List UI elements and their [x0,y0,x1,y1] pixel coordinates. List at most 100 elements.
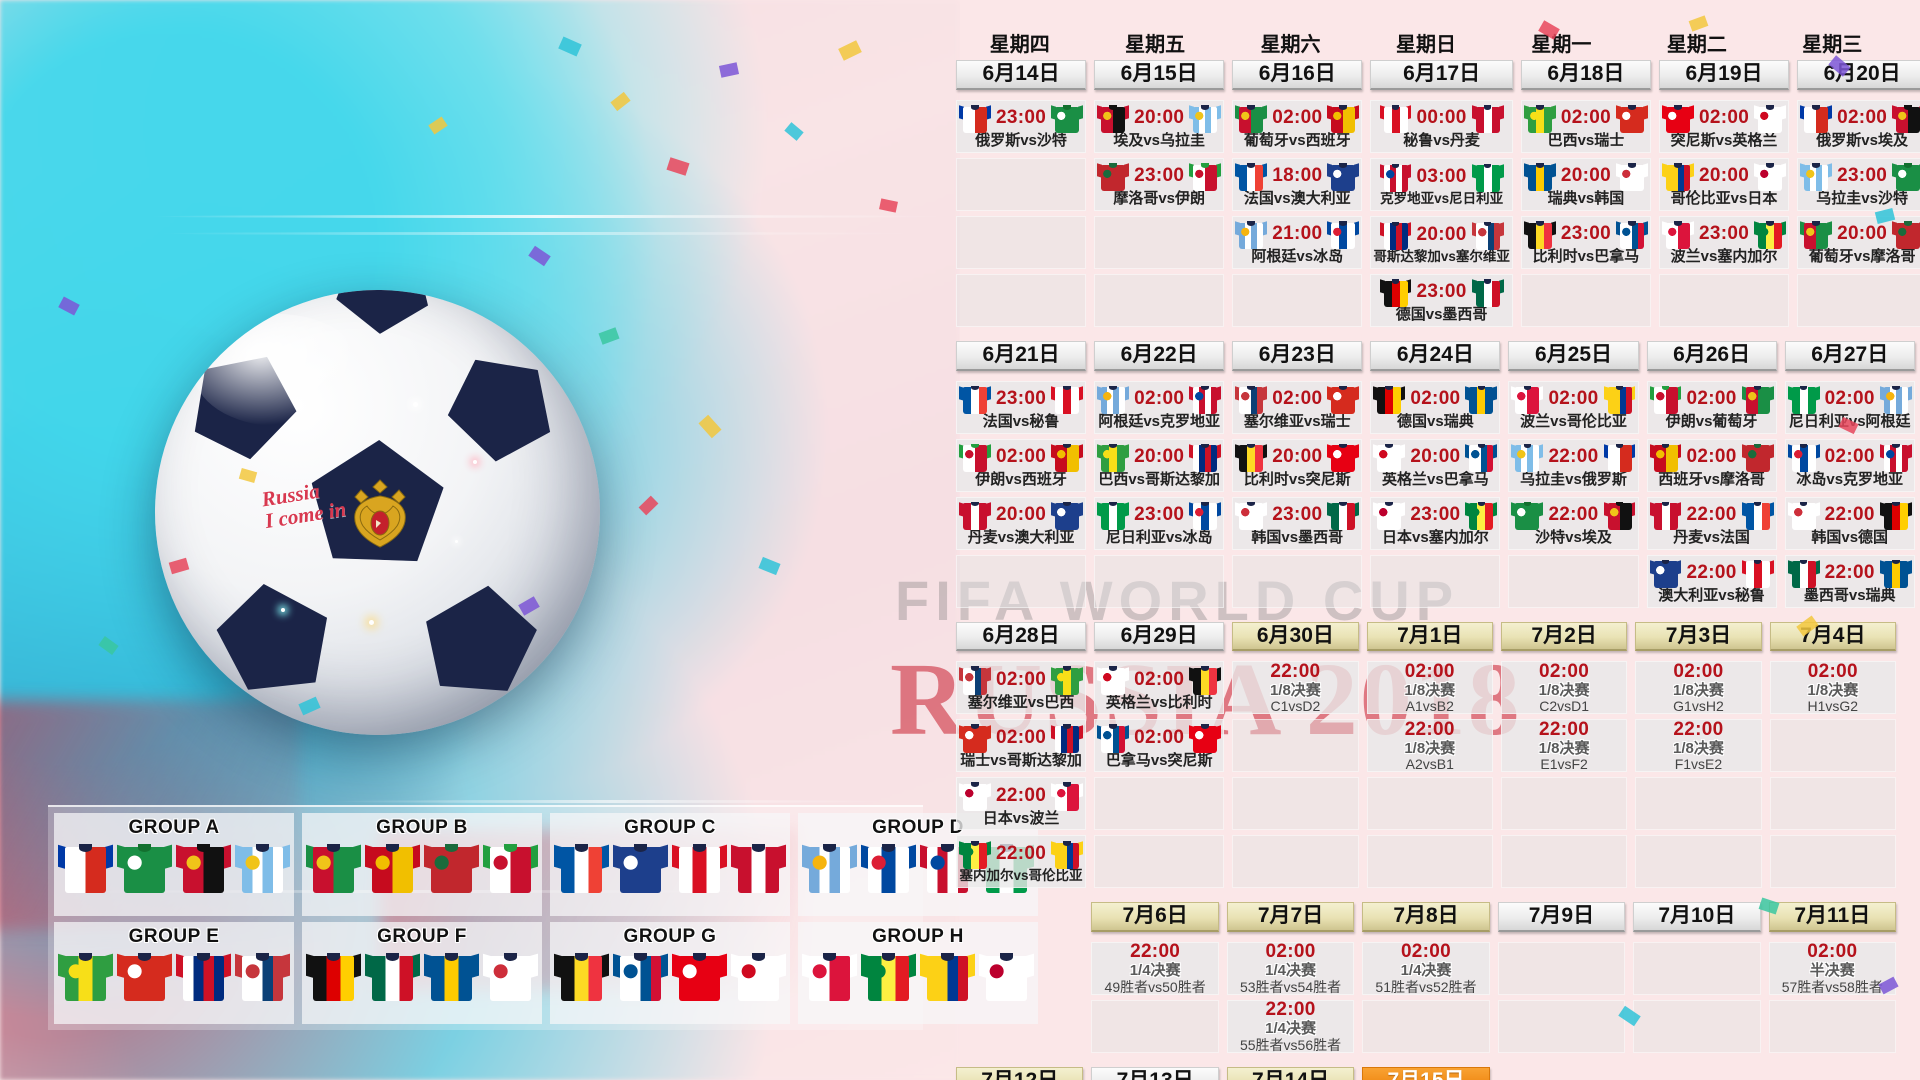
group-match-cell[interactable]: 23:00 法国vs秘鲁 [956,380,1087,434]
knockout-match-cell[interactable]: 22:00 1/8决赛 A2vsB1 [1366,719,1493,773]
group-match-cell[interactable]: 20:00 哥伦比亚vs日本 [1658,157,1790,211]
group-match-cell[interactable]: 23:00 德国vs墨西哥 [1370,273,1513,327]
group-box-group-f[interactable]: GROUP F [302,921,542,1024]
group-match-cell[interactable]: 20:00 瑞典vs韩国 [1520,157,1651,211]
date-header[interactable]: 6月16日 [1232,60,1363,90]
group-match-cell[interactable]: 23:00 尼日利亚vs冰岛 [1094,496,1225,550]
group-match-cell[interactable]: 23:00 比利时vs巴拿马 [1520,215,1651,269]
group-match-cell[interactable]: 23:00 俄罗斯vs沙特 [956,99,1087,153]
group-match-cell[interactable]: 22:00 日本vs波兰 [956,777,1087,831]
date-header[interactable]: 6月21日 [956,340,1087,371]
date-header[interactable]: 7月10日 [1633,902,1761,933]
date-header[interactable]: 6月29日 [1094,621,1225,652]
knockout-match-cell[interactable]: 22:00 1/8决赛 E1vsF2 [1500,719,1628,773]
group-match-cell[interactable]: 22:00 沙特vs埃及 [1508,496,1639,550]
group-match-cell[interactable]: 20:00 巴西vs哥斯达黎加 [1094,438,1225,492]
date-header[interactable]: 6月30日 [1232,621,1359,652]
group-match-cell[interactable]: 20:00 英格兰vs巴拿马 [1370,438,1501,492]
group-box-group-e[interactable]: GROUP E [54,921,294,1024]
group-match-cell[interactable]: 22:00 乌拉圭vs俄罗斯 [1508,438,1639,492]
date-header[interactable]: 7月8日 [1362,902,1490,933]
group-match-cell[interactable]: 02:00 英格兰vs比利时 [1094,661,1225,715]
group-match-cell[interactable]: 02:00 塞尔维亚vs瑞士 [1232,380,1363,434]
knockout-match-cell[interactable]: 02:00 1/4决赛 51胜者vs52胜者 [1362,941,1490,996]
group-match-cell[interactable]: 02:00 伊朗vs葡萄牙 [1646,380,1777,434]
date-header[interactable]: 6月17日 [1370,60,1513,90]
group-match-cell[interactable]: 18:00 法国vs澳大利亚 [1232,157,1363,211]
group-match-cell[interactable]: 20:00 哥斯达黎加vs塞尔维亚 [1370,215,1513,269]
date-header[interactable]: 6月20日 [1797,60,1920,90]
date-header[interactable]: 7月9日 [1497,902,1626,933]
group-match-cell[interactable]: 02:00 德国vs瑞典 [1370,380,1501,434]
group-match-cell[interactable]: 20:00 葡萄牙vs摩洛哥 [1797,215,1920,269]
date-header[interactable]: 6月28日 [956,621,1087,652]
group-match-cell[interactable]: 22:00 澳大利亚vs秘鲁 [1646,554,1777,608]
group-match-cell[interactable]: 23:00 波兰vs塞内加尔 [1658,215,1790,269]
date-header[interactable]: 7月7日 [1226,902,1355,933]
group-match-cell[interactable]: 22:00 韩国vs德国 [1784,496,1915,550]
group-box-group-h[interactable]: GROUP H [798,921,1038,1024]
date-header[interactable]: 6月14日 [956,60,1087,90]
group-match-cell[interactable]: 02:00 伊朗vs西班牙 [956,438,1087,492]
group-match-cell[interactable]: 02:00 波兰vs哥伦比亚 [1508,380,1639,434]
date-header[interactable]: 7月4日 [1769,621,1896,652]
date-header[interactable]: 7月6日 [1091,902,1219,933]
group-match-cell[interactable]: 23:00 乌拉圭vs沙特 [1797,157,1920,211]
knockout-match-cell[interactable]: 02:00 1/8决赛 C2vsD1 [1500,661,1628,715]
group-match-cell[interactable]: 02:00 葡萄牙vs西班牙 [1232,99,1363,153]
group-match-cell[interactable]: 22:00 塞内加尔vs哥伦比亚 [956,835,1087,889]
date-header[interactable]: 7月11日 [1768,902,1896,933]
group-match-cell[interactable]: 02:00 阿根廷vs克罗地亚 [1094,380,1225,434]
knockout-match-cell[interactable]: 02:00 1/8决赛 H1vsG2 [1769,661,1896,715]
group-match-cell[interactable]: 21:00 阿根廷vs冰岛 [1232,215,1363,269]
date-header[interactable]: 6月24日 [1370,340,1501,371]
group-match-cell[interactable]: 02:00 尼日利亚vs阿根廷 [1784,380,1915,434]
group-match-cell[interactable]: 02:00 冰岛vs克罗地亚 [1784,438,1915,492]
group-match-cell[interactable]: 22:00 墨西哥vs瑞典 [1784,554,1915,608]
group-match-cell[interactable]: 20:00 埃及vs乌拉圭 [1094,99,1225,153]
knockout-match-cell[interactable]: 02:00 半决赛 57胜者vs58胜者 [1768,941,1896,996]
date-header[interactable]: 7月1日 [1366,621,1493,652]
knockout-match-cell[interactable]: 22:00 1/8决赛 C1vsD2 [1232,661,1359,715]
group-match-cell[interactable]: 02:00 西班牙vs摩洛哥 [1646,438,1777,492]
group-match-cell[interactable]: 23:00 摩洛哥vs伊朗 [1094,157,1225,211]
knockout-match-cell[interactable]: 02:00 1/4决赛 53胜者vs54胜者 [1226,941,1355,996]
group-match-cell[interactable]: 03:00 克罗地亚vs尼日利亚 [1370,157,1513,211]
date-header[interactable]: 7月14日 [1226,1067,1355,1080]
group-match-cell[interactable]: 02:00 巴西vs瑞士 [1520,99,1651,153]
group-match-cell[interactable]: 02:00 突尼斯vs英格兰 [1658,99,1790,153]
group-match-cell[interactable]: 23:00 日本vs塞内加尔 [1370,496,1501,550]
group-box-group-a[interactable]: GROUP A [54,813,294,916]
knockout-match-cell[interactable]: 02:00 1/8决赛 G1vsH2 [1635,661,1762,715]
group-match-cell[interactable]: 02:00 塞尔维亚vs巴西 [956,661,1087,715]
date-header[interactable]: 7月12日 [956,1067,1084,1080]
group-box-group-g[interactable]: GROUP G [550,921,790,1024]
group-match-cell[interactable]: 02:00 俄罗斯vs埃及 [1797,99,1920,153]
date-header[interactable]: 7月15日 [1362,1067,1490,1080]
knockout-match-cell[interactable]: 22:00 1/4决赛 55胜者vs56胜者 [1226,999,1355,1054]
date-header[interactable]: 6月26日 [1646,340,1777,371]
group-box-group-b[interactable]: GROUP B [302,813,542,916]
group-match-cell[interactable]: 22:00 丹麦vs法国 [1646,496,1777,550]
group-match-cell[interactable]: 23:00 韩国vs墨西哥 [1232,496,1363,550]
jersey-collar [503,952,518,961]
date-header[interactable]: 6月18日 [1520,60,1651,90]
group-box-group-c[interactable]: GROUP C [550,813,790,916]
date-header[interactable]: 7月13日 [1091,1067,1219,1080]
group-match-cell[interactable]: 20:00 比利时vs突尼斯 [1232,438,1363,492]
date-header[interactable]: 6月15日 [1094,60,1225,90]
date-header[interactable]: 6月23日 [1232,340,1363,371]
knockout-match-cell[interactable]: 02:00 1/8决赛 A1vsB2 [1366,661,1493,715]
date-header[interactable]: 6月22日 [1094,340,1225,371]
date-header[interactable]: 7月2日 [1500,621,1628,652]
group-match-cell[interactable]: 00:00 秘鲁vs丹麦 [1370,99,1513,153]
date-header[interactable]: 7月3日 [1635,621,1762,652]
knockout-match-cell[interactable]: 22:00 1/8决赛 F1vsE2 [1635,719,1762,773]
group-match-cell[interactable]: 20:00 丹麦vs澳大利亚 [956,496,1087,550]
date-header[interactable]: 6月27日 [1784,340,1915,371]
date-header[interactable]: 6月25日 [1508,340,1639,371]
group-match-cell[interactable]: 02:00 巴拿马vs突尼斯 [1094,719,1225,773]
group-match-cell[interactable]: 02:00 瑞士vs哥斯达黎加 [956,719,1087,773]
knockout-match-cell[interactable]: 22:00 1/4决赛 49胜者vs50胜者 [1091,941,1219,996]
date-header[interactable]: 6月19日 [1658,60,1790,90]
